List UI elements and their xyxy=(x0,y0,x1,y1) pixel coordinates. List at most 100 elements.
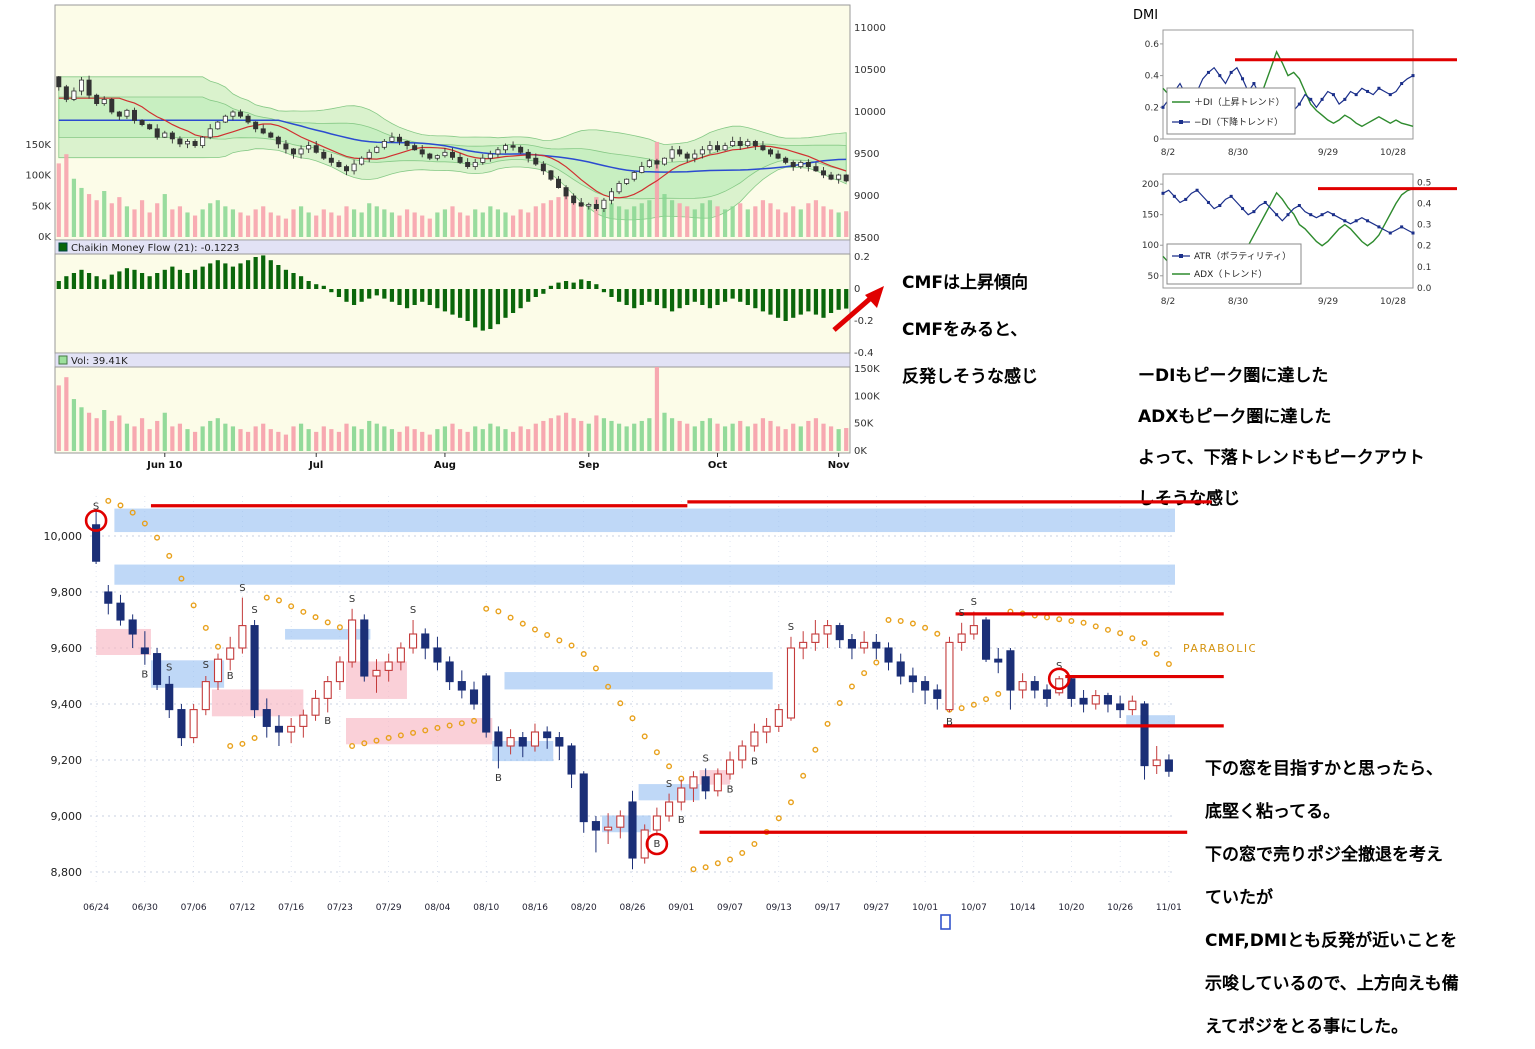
svg-text:9/29: 9/29 xyxy=(1318,297,1338,307)
svg-text:Vol: 39.41K: Vol: 39.41K xyxy=(71,356,128,367)
hand-drawn-levels xyxy=(150,500,1224,834)
volume-overlay xyxy=(56,141,849,237)
cmf-note: CMFは上昇傾向 CMFをみると、 反発しそうな感じ xyxy=(902,260,1038,401)
svg-text:10000: 10000 xyxy=(854,107,886,118)
svg-text:S: S xyxy=(958,608,964,619)
svg-text:0.0: 0.0 xyxy=(1417,284,1432,294)
svg-text:B: B xyxy=(495,773,502,784)
svg-text:0K: 0K xyxy=(38,232,51,243)
grid: 06/24 06/30 07/06 07/12 07/16 07/23 07/29 08/04… xyxy=(44,496,1182,913)
note-line: 示唆しているので、上方向えも備 xyxy=(1205,974,1459,994)
price-cmf-volume-chart: Chaikin Money Flow (21): -0.1223 Vol: 39.… xyxy=(25,4,886,471)
svg-text:08/04: 08/04 xyxy=(424,903,450,913)
svg-text:Sep: Sep xyxy=(578,460,599,471)
svg-text:Jul: Jul xyxy=(308,460,323,471)
svg-text:-0.2: -0.2 xyxy=(854,316,874,327)
svg-text:B: B xyxy=(751,756,758,767)
svg-text:Oct: Oct xyxy=(708,460,727,471)
svg-text:07/29: 07/29 xyxy=(376,903,402,913)
svg-text:-0.4: -0.4 xyxy=(854,348,874,359)
svg-text:100K: 100K xyxy=(25,171,51,182)
svg-text:S: S xyxy=(788,622,794,633)
svg-text:9,800: 9,800 xyxy=(51,586,83,599)
svg-text:09/27: 09/27 xyxy=(863,903,889,913)
svg-text:0: 0 xyxy=(1153,135,1159,145)
svg-text:＋DI（上昇トレンド）: ＋DI（上昇トレンド） xyxy=(1194,97,1285,108)
svg-text:9,600: 9,600 xyxy=(51,642,83,655)
svg-text:9,200: 9,200 xyxy=(51,754,83,767)
svg-text:0.3: 0.3 xyxy=(1417,221,1431,231)
svg-text:10/20: 10/20 xyxy=(1058,903,1084,913)
svg-text:S: S xyxy=(239,583,245,594)
legend: ATR（ボラティリティ） ADX（トレンド） xyxy=(1166,243,1302,285)
svg-text:08/10: 08/10 xyxy=(473,903,499,913)
svg-text:0K: 0K xyxy=(854,446,867,457)
dmi-chart-title: DMI xyxy=(1133,8,1159,23)
svg-text:10/28: 10/28 xyxy=(1380,297,1406,307)
svg-text:0.2: 0.2 xyxy=(854,252,870,263)
svg-text:08/16: 08/16 xyxy=(522,903,548,913)
svg-text:B: B xyxy=(653,839,660,850)
axes-labels: 0.6 0.4 0.2 08/2 8/30 9/29 10/28 xyxy=(1145,40,1407,158)
svg-text:07/16: 07/16 xyxy=(278,903,304,913)
svg-text:8,800: 8,800 xyxy=(51,866,83,879)
svg-text:50: 50 xyxy=(1148,272,1160,282)
volume-panel-bars xyxy=(56,367,849,451)
svg-text:8/30: 8/30 xyxy=(1228,148,1248,158)
cmf-bars xyxy=(56,255,849,331)
di-lines-chart: 0.6 0.4 0.2 08/2 8/30 9/29 10/28 ＋DI（上昇トレンド） −DI… xyxy=(1145,29,1457,158)
svg-text:B: B xyxy=(678,815,685,826)
dmi-note: ーDIもピーク圏に達した ADXもピーク圏に達した よって、下落トレンドもピーク… xyxy=(1138,356,1425,520)
svg-text:0.6: 0.6 xyxy=(1145,40,1160,50)
svg-text:0.2: 0.2 xyxy=(1417,242,1431,252)
svg-text:0.1: 0.1 xyxy=(1417,263,1431,273)
svg-text:S: S xyxy=(203,660,209,671)
svg-text:9/29: 9/29 xyxy=(1318,148,1338,158)
note-line: しそうな感じ xyxy=(1138,489,1240,509)
svg-text:Nov: Nov xyxy=(828,460,850,471)
svg-text:8/2: 8/2 xyxy=(1161,148,1175,158)
svg-text:100K: 100K xyxy=(854,391,880,402)
svg-text:S: S xyxy=(410,605,416,616)
atr-adx-chart: 200 150 100 50 0.5 0.4 0.3 0.2 0.1 0.0 8/2 8/30 9/29… xyxy=(1142,173,1457,307)
svg-text:50K: 50K xyxy=(32,201,52,212)
svg-text:Jun 10: Jun 10 xyxy=(146,460,182,471)
axes-labels: 200 150 100 50 0.5 0.4 0.3 0.2 0.1 0.0 8/2 8/30 9/29… xyxy=(1142,178,1432,307)
svg-text:07/12: 07/12 xyxy=(229,903,255,913)
parabolic-label: PARABOLIC xyxy=(1183,642,1255,655)
svg-text:0.5: 0.5 xyxy=(1417,178,1431,188)
svg-text:B: B xyxy=(227,671,234,682)
svg-text:0.2: 0.2 xyxy=(1145,103,1159,113)
svg-text:150K: 150K xyxy=(854,364,880,375)
svg-text:06/30: 06/30 xyxy=(132,903,158,913)
note-line: よって、下落トレンドもピークアウト xyxy=(1138,448,1425,468)
svg-text:09/07: 09/07 xyxy=(717,903,743,913)
svg-text:9,000: 9,000 xyxy=(51,810,83,823)
note-line: 底堅く粘ってる。 xyxy=(1205,802,1341,822)
legend: ＋DI（上昇トレンド） −DI（下降トレンド） xyxy=(1166,87,1296,135)
note-line: 下の窓を目指すかと思ったら、 xyxy=(1205,759,1443,779)
svg-text:11/01: 11/01 xyxy=(1156,903,1182,913)
svg-text:B: B xyxy=(946,717,953,728)
svg-text:S: S xyxy=(251,605,257,616)
candles xyxy=(56,75,849,213)
svg-text:10/28: 10/28 xyxy=(1380,148,1406,158)
note-line: CMF,DMIとも反発が近いことを xyxy=(1205,931,1458,951)
svg-text:9,400: 9,400 xyxy=(51,698,83,711)
svg-text:B: B xyxy=(727,784,734,795)
svg-text:10/01: 10/01 xyxy=(912,903,938,913)
svg-text:ADX（トレンド）: ADX（トレンド） xyxy=(1194,269,1267,280)
trade-note: 下の窓を目指すかと思ったら、 底堅く粘ってる。 下の窓で売りポジ全撤退を考え て… xyxy=(1205,748,1459,1049)
svg-text:0: 0 xyxy=(854,284,860,295)
svg-text:−DI（下降トレンド）: −DI（下降トレンド） xyxy=(1194,116,1283,128)
svg-text:8/30: 8/30 xyxy=(1228,297,1248,307)
note-line: CMFをみると、 xyxy=(902,320,1028,340)
svg-text:08/20: 08/20 xyxy=(571,903,597,913)
svg-text:ATR（ボラティリティ）: ATR（ボラティリティ） xyxy=(1194,251,1291,262)
note-line: 下の窓で売りポジ全撤退を考え xyxy=(1205,845,1443,865)
svg-text:150: 150 xyxy=(1142,211,1159,221)
svg-text:S: S xyxy=(702,754,708,765)
note-line: ていたが xyxy=(1205,888,1273,908)
